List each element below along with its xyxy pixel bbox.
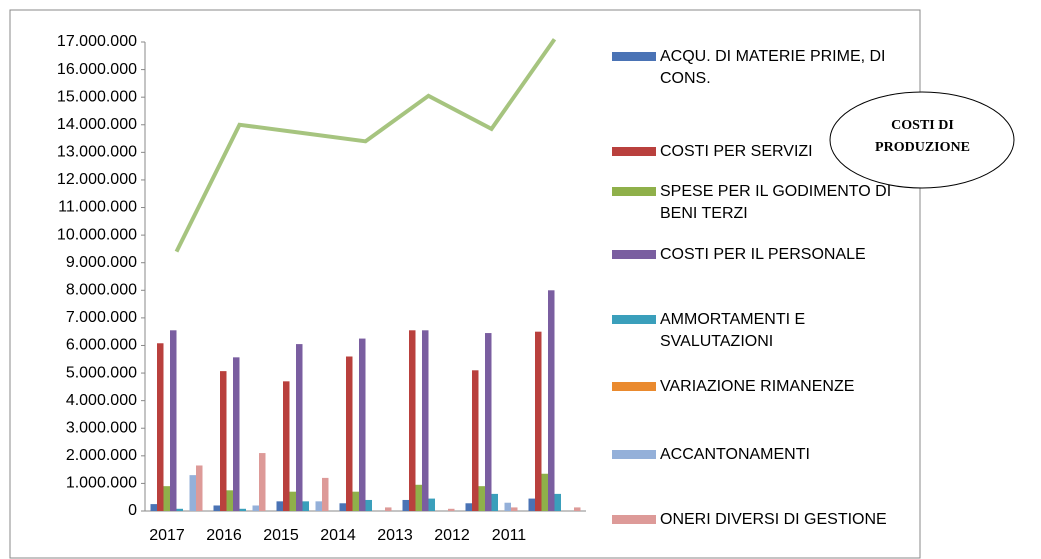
bar (339, 503, 346, 511)
bar (548, 290, 555, 511)
y-tick-label: 16.000.000 (57, 61, 137, 78)
bar (485, 333, 492, 511)
bar (176, 508, 183, 511)
bar (478, 486, 485, 511)
bar (283, 381, 290, 511)
chart-border (9, 9, 921, 559)
bar (504, 502, 511, 511)
y-tick-label: 11.000.000 (58, 199, 137, 216)
bar (574, 507, 581, 511)
bar (554, 493, 561, 511)
y-tick-label: 7.000.000 (66, 309, 137, 326)
legend-swatch (612, 382, 656, 391)
bar (448, 508, 455, 511)
bar (352, 491, 359, 511)
y-tick-label: 2.000.000 (66, 447, 137, 464)
y-tick-label: 5.000.000 (66, 364, 137, 381)
bar (239, 508, 246, 511)
legend-label: VARIAZIONE RIMANENZE (660, 378, 855, 395)
bar (213, 505, 220, 511)
bar (541, 473, 548, 511)
legend-swatch (612, 450, 656, 459)
y-tick-label: 12.000.000 (57, 171, 137, 188)
bar (511, 507, 518, 511)
y-tick-label: 10.000.000 (57, 226, 137, 243)
x-tick-label: 2013 (377, 527, 413, 544)
y-tick-label: 14.000.000 (57, 116, 137, 133)
bar (150, 504, 157, 511)
bar (402, 499, 409, 511)
legend-label: SPESE PER IL GODIMENTO DI BENI TERZI (660, 183, 892, 222)
bar (472, 370, 479, 511)
legend-label: ACQU. DI MATERIE PRIME, DI CONS. (660, 48, 886, 87)
bar (163, 486, 170, 511)
y-tick-label: 0 (128, 502, 137, 519)
bar (189, 475, 196, 511)
x-tick-label: 2016 (206, 527, 242, 544)
y-tick-label: 13.000.000 (57, 144, 137, 161)
bar (428, 498, 435, 511)
x-tick-label: 2017 (149, 527, 185, 544)
bar (415, 484, 422, 511)
y-tick-label: 1.000.000 (66, 475, 137, 492)
annotation-box: COSTI DI PRODUZIONE (875, 118, 970, 155)
bar (233, 357, 240, 511)
bar (196, 465, 203, 511)
bar (252, 505, 259, 511)
legend-label: ONERI DIVERSI DI GESTIONE (660, 511, 887, 528)
y-tick-label: 3.000.000 (66, 419, 137, 436)
annotation: COSTI DI PRODUZIONE (875, 118, 970, 155)
y-tick-label: 4.000.000 (66, 392, 137, 409)
y-tick-label: 8.000.000 (66, 282, 137, 299)
bar (365, 499, 372, 511)
bar (157, 343, 164, 511)
legend-swatch (612, 147, 656, 156)
bar (359, 338, 366, 511)
annotation-oval (829, 91, 1015, 189)
bar (220, 371, 227, 511)
x-tick-label: 2014 (320, 527, 356, 544)
y-tick-label: 6.000.000 (66, 337, 137, 354)
legend-label: AMMORTAMENTI E SVALUTAZIONI (660, 311, 806, 350)
legend-swatch (612, 515, 656, 524)
legend-label: COSTI PER IL PERSONALE (660, 246, 866, 263)
x-tick-label: 2011 (492, 527, 527, 544)
legend-swatch (612, 250, 656, 259)
bar (289, 491, 296, 511)
y-tick-label: 9.000.000 (66, 254, 137, 271)
bar (259, 453, 266, 511)
bar (535, 331, 542, 511)
bar (409, 330, 416, 511)
bar (315, 501, 322, 511)
bar (465, 503, 472, 511)
x-tick-label: 2012 (434, 527, 470, 544)
bar (226, 490, 233, 511)
bar (346, 356, 353, 511)
bar (276, 501, 283, 511)
legend-swatch (612, 52, 656, 61)
bar (491, 493, 498, 511)
bar (170, 330, 177, 511)
bar (422, 330, 429, 511)
legend-label: COSTI PER SERVIZI (660, 143, 813, 160)
line (174, 38, 557, 253)
y-tick-label: 17.000.000 (57, 33, 137, 50)
bar (296, 344, 303, 511)
y-tick-label: 15.000.000 (57, 88, 137, 105)
legend-swatch (612, 315, 656, 324)
bar (302, 501, 309, 511)
bar (528, 498, 535, 511)
legend-label: ACCANTONAMENTI (660, 446, 810, 463)
x-tick-label: 2015 (263, 527, 299, 544)
legend-swatch (612, 187, 656, 196)
bar (385, 507, 392, 511)
bar (322, 477, 329, 511)
